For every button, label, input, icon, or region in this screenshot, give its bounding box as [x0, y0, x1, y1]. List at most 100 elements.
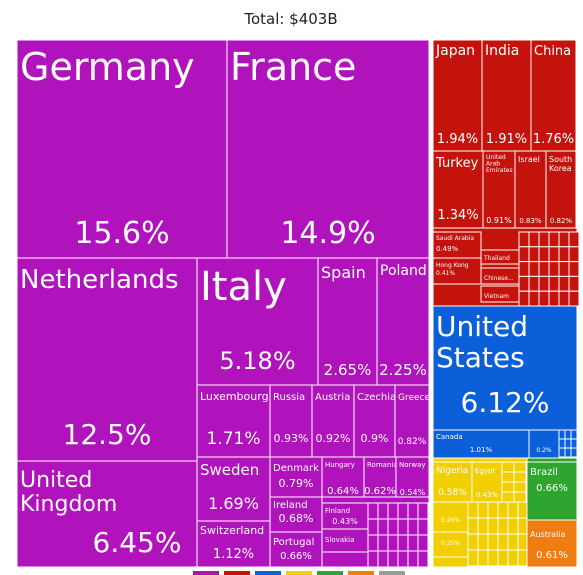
- small-tile[interactable]: [501, 471, 515, 483]
- tile-saudi-arabia[interactable]: [432, 231, 482, 259]
- small-tile[interactable]: [407, 550, 419, 568]
- small-tile[interactable]: [377, 534, 389, 552]
- small-tile[interactable]: [397, 518, 409, 536]
- tile-hong-kong[interactable]: [432, 257, 482, 285]
- small-tile[interactable]: [528, 275, 540, 292]
- tile-luxembourg[interactable]: [196, 384, 271, 458]
- small-tile[interactable]: [487, 517, 499, 535]
- small-tile[interactable]: [487, 549, 499, 567]
- small-tile[interactable]: [558, 246, 570, 263]
- tile-africa-other[interactable]: [432, 531, 469, 558]
- small-tile[interactable]: [538, 261, 550, 277]
- tile-austria[interactable]: [311, 384, 355, 458]
- small-tile[interactable]: [558, 438, 566, 449]
- small-tile[interactable]: [548, 290, 560, 307]
- tile-africa-other[interactable]: [432, 501, 469, 533]
- small-tile[interactable]: [568, 246, 580, 263]
- tile-france[interactable]: [226, 39, 430, 259]
- small-tile[interactable]: [548, 246, 560, 263]
- tile-greece[interactable]: [394, 384, 430, 458]
- small-tile[interactable]: [507, 517, 519, 535]
- small-tile[interactable]: [387, 534, 399, 552]
- tile-ireland[interactable]: [269, 496, 323, 533]
- small-tile[interactable]: [558, 290, 570, 307]
- small-tile[interactable]: [548, 275, 560, 292]
- small-tile[interactable]: [518, 246, 530, 263]
- tile-north-america-other[interactable]: [528, 429, 560, 459]
- small-tile[interactable]: [558, 447, 566, 458]
- small-tile[interactable]: [487, 501, 499, 519]
- tile-norway[interactable]: [395, 456, 430, 498]
- tile-vietnam[interactable]: [480, 285, 520, 303]
- small-tile[interactable]: [568, 290, 580, 307]
- small-tile[interactable]: [558, 231, 570, 248]
- small-tile[interactable]: [497, 517, 509, 535]
- small-tile[interactable]: [487, 533, 499, 551]
- small-tile[interactable]: [367, 518, 379, 536]
- tile-poland[interactable]: [376, 257, 430, 386]
- small-tile[interactable]: [568, 275, 580, 292]
- small-tile[interactable]: [497, 501, 509, 519]
- small-tile[interactable]: [417, 550, 429, 568]
- tile-turkey[interactable]: [432, 150, 484, 229]
- small-tile[interactable]: [407, 534, 419, 552]
- small-tile[interactable]: [377, 518, 389, 536]
- small-tile[interactable]: [570, 447, 578, 458]
- tile-south-korea[interactable]: [545, 150, 577, 229]
- small-tile[interactable]: [417, 502, 429, 520]
- tile-nigeria[interactable]: [432, 461, 473, 503]
- small-tile[interactable]: [548, 261, 560, 277]
- tile-slovakia[interactable]: [321, 528, 369, 553]
- small-tile[interactable]: [397, 534, 409, 552]
- small-tile[interactable]: [367, 550, 379, 568]
- tile-united-arab-emirates[interactable]: [482, 150, 516, 229]
- tile-hungary[interactable]: [321, 456, 365, 498]
- small-tile[interactable]: [387, 550, 399, 568]
- small-tile[interactable]: [528, 246, 540, 263]
- small-tile[interactable]: [558, 429, 566, 440]
- tile-portugal[interactable]: [269, 531, 323, 568]
- small-tile[interactable]: [417, 518, 429, 536]
- small-tile[interactable]: [387, 502, 399, 520]
- small-tile[interactable]: [570, 429, 578, 440]
- small-tile[interactable]: [538, 290, 550, 307]
- tile-canada[interactable]: [432, 429, 530, 459]
- small-tile[interactable]: [367, 502, 379, 520]
- small-tile[interactable]: [477, 501, 489, 519]
- small-tile[interactable]: [397, 550, 409, 568]
- small-tile[interactable]: [377, 550, 389, 568]
- small-tile[interactable]: [538, 231, 550, 248]
- small-tile[interactable]: [513, 461, 527, 473]
- tile-egypt[interactable]: [471, 461, 503, 503]
- small-tile[interactable]: [501, 491, 515, 503]
- small-tile[interactable]: [497, 533, 509, 551]
- small-tile[interactable]: [518, 290, 530, 307]
- small-tile[interactable]: [407, 502, 419, 520]
- small-tile[interactable]: [518, 261, 530, 277]
- tile-spain[interactable]: [317, 257, 378, 386]
- small-tile[interactable]: [467, 517, 479, 535]
- small-tile[interactable]: [507, 501, 519, 519]
- tile-united-kingdom[interactable]: [16, 460, 198, 568]
- tile-romania[interactable]: [363, 456, 397, 498]
- tile-australia[interactable]: [526, 519, 578, 568]
- small-tile[interactable]: [387, 518, 399, 536]
- small-tile[interactable]: [528, 231, 540, 248]
- small-tile[interactable]: [467, 549, 479, 567]
- small-tile[interactable]: [528, 261, 540, 277]
- small-tile[interactable]: [507, 533, 519, 551]
- small-tile[interactable]: [367, 534, 379, 552]
- small-tile[interactable]: [564, 447, 572, 458]
- small-tile[interactable]: [501, 481, 515, 493]
- small-tile[interactable]: [538, 246, 550, 263]
- small-tile[interactable]: [417, 534, 429, 552]
- small-tile[interactable]: [407, 518, 419, 536]
- small-tile[interactable]: [558, 275, 570, 292]
- small-tile[interactable]: [518, 275, 530, 292]
- small-tile[interactable]: [501, 461, 515, 473]
- small-tile[interactable]: [497, 549, 509, 567]
- small-tile[interactable]: [538, 275, 550, 292]
- small-tile[interactable]: [558, 261, 570, 277]
- tile-brazil[interactable]: [526, 461, 578, 521]
- small-tile[interactable]: [477, 549, 489, 567]
